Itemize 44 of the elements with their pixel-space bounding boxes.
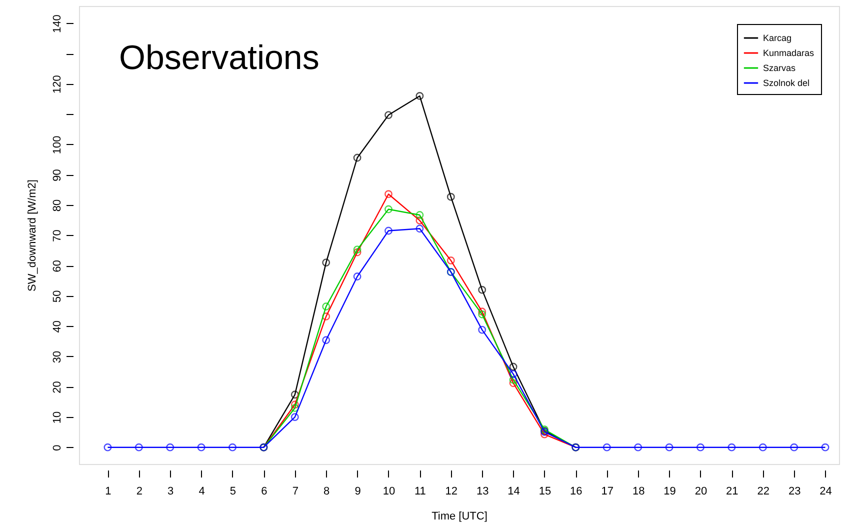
x-tick-label: 13 [476, 486, 489, 498]
x-tick-label: 2 [136, 486, 142, 498]
x-tick-label: 1 [105, 486, 112, 498]
y-tick-label: 10 [52, 411, 64, 424]
x-tick-label: 16 [570, 486, 582, 498]
x-axis-title: Time [UTC] [432, 510, 488, 522]
text: Observations [119, 39, 320, 77]
x-tick-label: 14 [508, 486, 520, 498]
y-axis-title: SW_downward [W/m2] [26, 180, 38, 292]
x-tick-label: 5 [230, 486, 236, 498]
x-tick-label: 23 [788, 486, 801, 498]
y-tick-label: 90 [52, 169, 64, 182]
x-tick-label: 3 [168, 486, 174, 498]
x-tick-label: 4 [198, 486, 205, 498]
x-tick-label: 24 [820, 486, 832, 498]
legend-label: Karcag [763, 33, 792, 43]
x-tick-label: 10 [382, 486, 396, 498]
x-tick-label: 8 [324, 486, 330, 498]
y-tick-label: 40 [52, 320, 64, 333]
legend-label: Kunmadaras [763, 48, 815, 58]
y-tick-label: 20 [52, 381, 64, 394]
x-tick-label: 6 [261, 486, 268, 498]
y-tick-label: 0 [52, 444, 64, 451]
y-tick-label: 120 [52, 75, 64, 94]
x-tick-label: 20 [694, 486, 708, 498]
x-tick-label: 9 [354, 486, 361, 498]
x-tick-label: 12 [445, 486, 458, 498]
x-tick-label: 21 [726, 486, 738, 498]
x-tick-label: 18 [632, 486, 645, 498]
y-tick-label: 80 [52, 199, 64, 212]
legend-label: Szarvas [763, 63, 796, 73]
y-tick-label: 70 [52, 230, 64, 242]
x-tick-label: 15 [538, 486, 552, 498]
y-tick-label: 50 [52, 290, 64, 303]
x-tick-label: 19 [664, 486, 676, 498]
x-tick-label: 7 [292, 486, 298, 498]
y-tick-label: 100 [52, 136, 64, 154]
x-tick-label: 17 [601, 486, 614, 498]
y-tick-label: 140 [52, 14, 64, 33]
x-tick-label: 11 [414, 486, 426, 498]
x-tick-label: 22 [757, 486, 770, 498]
legend-label: Szolnok del [763, 78, 810, 88]
y-tick-label: 30 [52, 350, 64, 364]
y-tick-label: 60 [52, 260, 64, 272]
